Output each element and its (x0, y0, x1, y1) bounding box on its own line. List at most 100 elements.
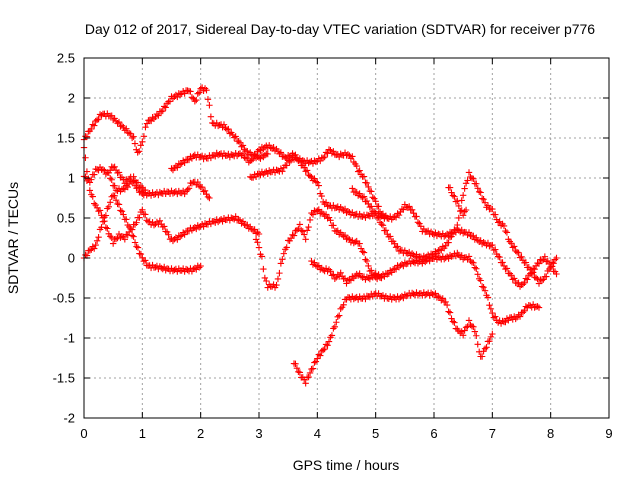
data-point (541, 253, 549, 260)
data-point (308, 257, 315, 265)
data-point (181, 231, 188, 238)
data-point (95, 233, 102, 241)
data-point (292, 360, 299, 367)
data-point (232, 133, 239, 140)
data-point (454, 221, 461, 229)
data-point (204, 193, 212, 201)
data-point (231, 134, 238, 141)
data-point (451, 193, 458, 200)
x-axis-label: GPS time / hours (293, 457, 400, 473)
data-point (462, 180, 470, 187)
data-point (187, 88, 194, 95)
data-point (118, 232, 126, 240)
data-point (372, 198, 379, 205)
data-point (185, 156, 193, 164)
data-point (252, 152, 260, 159)
data-point (130, 173, 137, 180)
data-point (449, 192, 457, 199)
data-point (398, 246, 406, 254)
data-point (276, 150, 283, 157)
data-point (352, 238, 359, 246)
data-point (553, 270, 560, 278)
data-point (416, 220, 423, 227)
data-point (147, 192, 155, 199)
data-point (391, 240, 398, 247)
data-point (352, 294, 359, 302)
data-point (397, 294, 404, 301)
chart-title: Day 012 of 2017, Sidereal Day-to-day VTE… (85, 21, 595, 37)
data-point (321, 345, 328, 353)
data-point (102, 212, 110, 219)
data-point (478, 353, 486, 360)
data-point (538, 277, 546, 284)
data-point (353, 162, 360, 170)
data-point (201, 220, 209, 227)
data-point (521, 307, 528, 314)
data-point (458, 197, 465, 204)
data-point (494, 219, 502, 226)
x-tick-label: 7 (489, 426, 496, 441)
series-sat-i (349, 169, 560, 287)
data-point (123, 125, 130, 132)
data-point (241, 146, 248, 153)
data-point (91, 171, 98, 178)
data-point (137, 142, 144, 149)
data-point (465, 317, 473, 324)
data-point (366, 293, 374, 301)
data-point (519, 281, 527, 288)
data-point (290, 232, 298, 239)
data-point (433, 250, 441, 257)
data-point (236, 139, 244, 146)
x-tick-label: 3 (255, 426, 262, 441)
data-point (86, 187, 94, 194)
data-point (96, 207, 104, 214)
data-point (197, 262, 204, 270)
data-point (464, 177, 471, 184)
data-point (328, 272, 336, 279)
data-point (314, 207, 321, 214)
data-point (198, 183, 206, 191)
data-point (368, 188, 375, 195)
data-point (263, 277, 270, 285)
series-sat-k (290, 289, 496, 387)
data-point (184, 87, 191, 94)
data-point (91, 122, 98, 129)
data-point (196, 264, 203, 271)
data-point (325, 214, 333, 221)
data-point (522, 303, 530, 310)
data-point (289, 231, 296, 238)
data-point (413, 289, 420, 296)
data-point (540, 276, 547, 283)
data-points (80, 84, 560, 387)
data-point (401, 291, 409, 298)
data-point (311, 359, 318, 366)
data-point (366, 203, 374, 211)
data-point (107, 175, 114, 182)
data-point (303, 157, 311, 164)
data-point (203, 87, 210, 94)
plot-frame (83, 57, 610, 419)
data-point (201, 187, 209, 195)
data-point (426, 292, 433, 299)
data-point (111, 192, 118, 200)
series-sat-l (308, 257, 385, 287)
data-point (446, 251, 454, 259)
data-point (196, 182, 203, 190)
data-point (140, 133, 148, 140)
data-point (492, 246, 499, 253)
data-point (465, 169, 473, 176)
data-point (375, 271, 382, 278)
data-point (115, 118, 123, 126)
data-point (161, 187, 168, 195)
data-point (212, 153, 219, 160)
data-point (108, 193, 115, 200)
data-point (476, 275, 483, 283)
data-point (538, 257, 546, 264)
data-point (118, 208, 126, 215)
data-point (354, 296, 362, 303)
data-point (543, 273, 550, 280)
data-point (481, 287, 489, 294)
data-point (511, 275, 518, 282)
data-point (158, 108, 165, 115)
